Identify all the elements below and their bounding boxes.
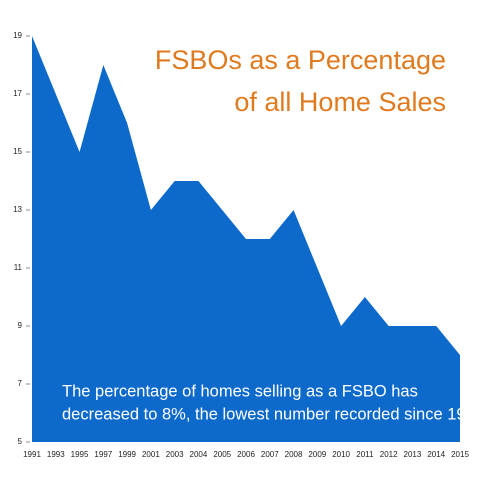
x-tick-label: 2013 bbox=[404, 450, 422, 459]
x-tick-label: 2003 bbox=[166, 450, 184, 459]
y-tick-label: 11 bbox=[14, 263, 23, 272]
y-tick-label: 7 bbox=[18, 379, 23, 388]
x-tick-label: 2006 bbox=[237, 450, 255, 459]
x-tick-label: 2009 bbox=[308, 450, 326, 459]
annotation: The percentage of homes selling as a FSB… bbox=[62, 382, 418, 400]
x-tick-label: 2011 bbox=[356, 450, 374, 459]
chart-title: FSBOs as a Percentage bbox=[155, 45, 446, 75]
x-tick-label: 2004 bbox=[190, 450, 208, 459]
chart-title: of all Home Sales bbox=[234, 87, 446, 117]
x-tick-label: 2008 bbox=[285, 450, 303, 459]
x-tick-label: 2005 bbox=[213, 450, 231, 459]
annotation: decreased to 8%, the lowest number recor… bbox=[62, 405, 480, 423]
x-tick-label: 2014 bbox=[427, 450, 445, 459]
y-tick-label: 15 bbox=[13, 147, 22, 156]
area bbox=[32, 36, 460, 442]
x-tick-label: 1991 bbox=[23, 450, 41, 459]
y-tick-label: 17 bbox=[13, 89, 22, 98]
y-tick-label: 5 bbox=[18, 437, 23, 446]
x-tick-label: 2010 bbox=[332, 450, 350, 459]
x-tick-label: 1997 bbox=[94, 450, 112, 459]
x-tick-label: 2007 bbox=[261, 450, 279, 459]
x-tick-label: 2012 bbox=[380, 450, 398, 459]
x-tick-label: 1999 bbox=[118, 450, 136, 459]
y-tick-label: 9 bbox=[18, 321, 23, 330]
x-tick-label: 2015 bbox=[451, 450, 469, 459]
x-tick-label: 1995 bbox=[71, 450, 89, 459]
y-tick-label: 19 bbox=[13, 31, 22, 40]
y-tick-label: 13 bbox=[13, 205, 22, 214]
x-tick-label: 1993 bbox=[47, 450, 65, 459]
x-tick-label: 2001 bbox=[142, 450, 160, 459]
